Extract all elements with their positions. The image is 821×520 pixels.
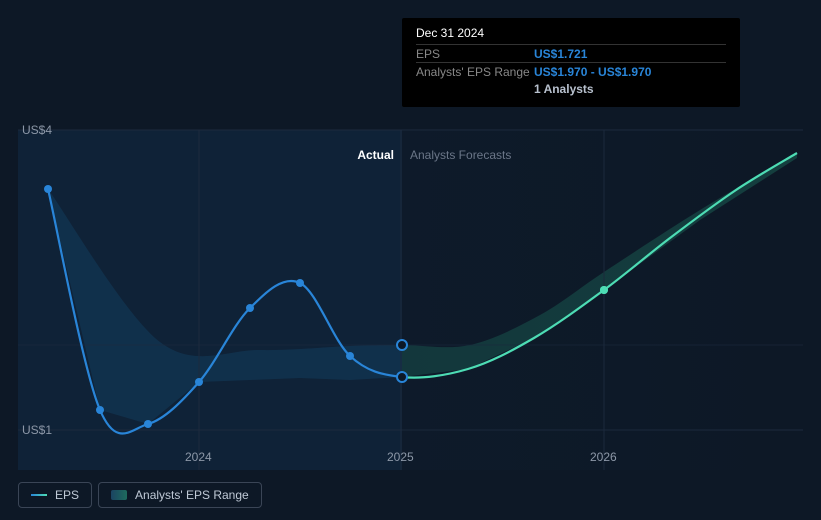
tooltip-row-label [416, 82, 534, 96]
tooltip-row-label: Analysts' EPS Range [416, 65, 534, 79]
chart-legend: EPS Analysts' EPS Range [18, 482, 262, 508]
tooltip-row-value: US$1.721 [534, 47, 587, 61]
tooltip-row: 1 Analysts [416, 80, 726, 97]
tooltip-row-value: US$1.970 - US$1.970 [534, 65, 651, 79]
eps-forecast-chart: { "chart": { "type": "line-with-area-ran… [0, 0, 821, 520]
legend-item-eps[interactable]: EPS [18, 482, 92, 508]
x-axis-tick-label: 2026 [590, 450, 617, 464]
x-axis-tick-label: 2025 [387, 450, 414, 464]
tooltip-row-label: EPS [416, 47, 534, 61]
y-axis-tick-label: US$1 [22, 423, 52, 437]
tooltip-row-value: 1 Analysts [534, 82, 594, 96]
legend-swatch-line [31, 494, 47, 496]
region-label-actual: Actual [357, 148, 394, 162]
legend-item-label: EPS [55, 488, 79, 502]
tooltip-row: Analysts' EPS RangeUS$1.970 - US$1.970 [416, 62, 726, 80]
tooltip-row: EPSUS$1.721 [416, 44, 726, 62]
y-axis-tick-label: US$4 [22, 123, 52, 137]
region-label-forecast: Analysts Forecasts [410, 148, 511, 162]
legend-item-analysts-eps-range[interactable]: Analysts' EPS Range [98, 482, 262, 508]
tooltip-date: Dec 31 2024 [416, 26, 726, 44]
chart-tooltip: Dec 31 2024 EPSUS$1.721Analysts' EPS Ran… [402, 18, 740, 107]
x-axis-tick-label: 2024 [185, 450, 212, 464]
legend-item-label: Analysts' EPS Range [135, 488, 249, 502]
legend-swatch-area [111, 490, 127, 500]
